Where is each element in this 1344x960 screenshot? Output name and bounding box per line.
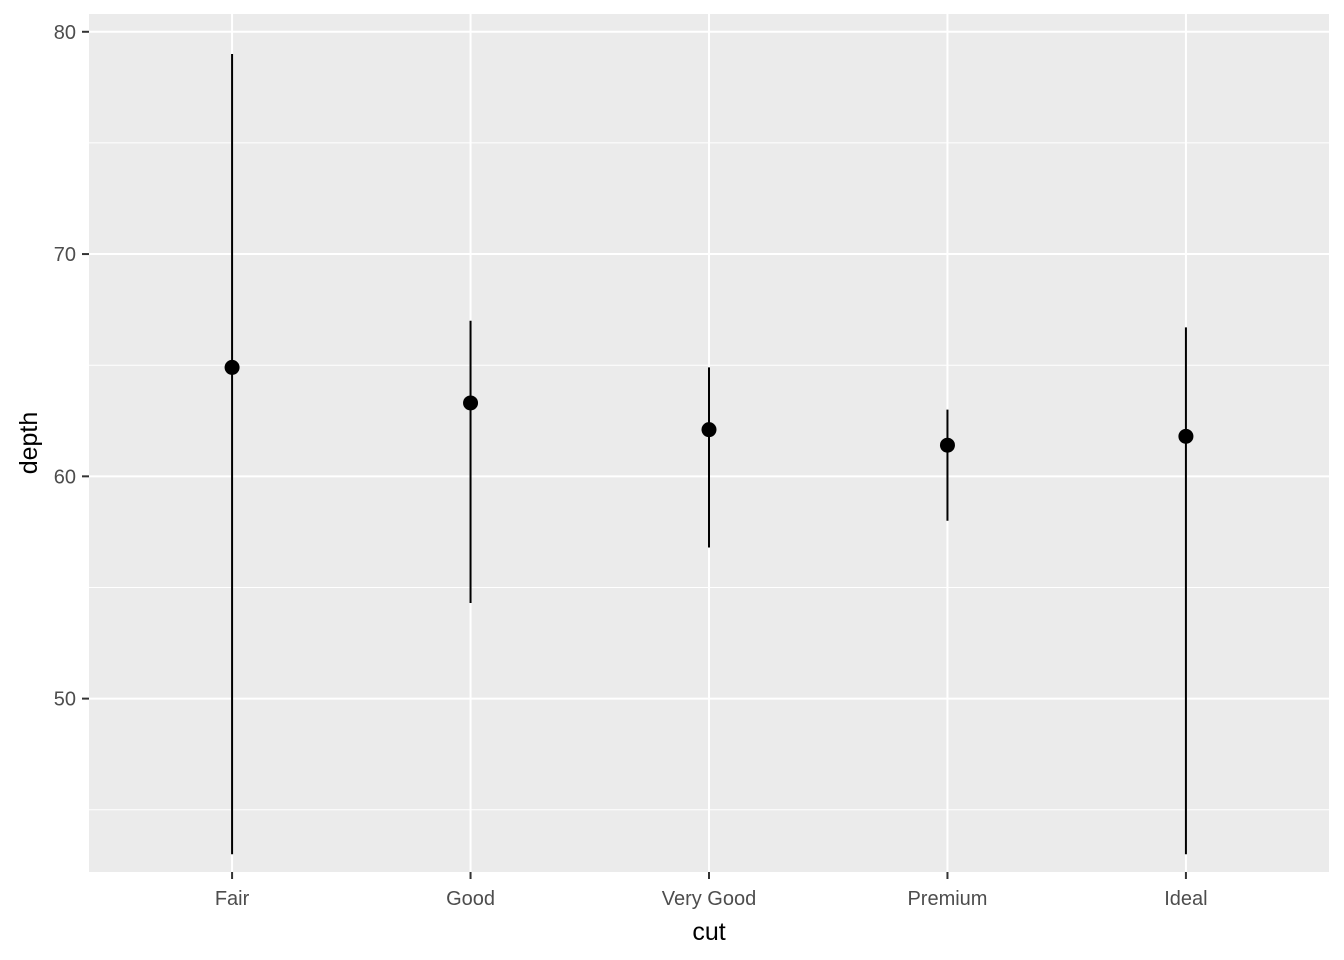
x-tick-label: Ideal xyxy=(1164,888,1207,910)
data-point xyxy=(1178,428,1194,444)
x-tick-label: Very Good xyxy=(662,888,757,910)
point-ranges xyxy=(224,54,1194,855)
data-point xyxy=(701,422,717,438)
y-axis-title: depth xyxy=(15,412,43,475)
data-point xyxy=(463,395,479,411)
axes: 50 60 70 80 Fair Good Very Good Premium Ideal xyxy=(54,22,1208,910)
data-point xyxy=(224,359,240,375)
y-tick-label: 80 xyxy=(54,22,76,44)
y-tick-label: 50 xyxy=(54,689,76,711)
data-point xyxy=(939,437,955,453)
x-tick-label: Fair xyxy=(215,888,250,910)
y-tick-label: 70 xyxy=(54,244,76,266)
x-tick-label: Good xyxy=(446,888,495,910)
y-tick-label: 60 xyxy=(54,466,76,488)
x-tick-label: Premium xyxy=(907,888,987,910)
x-axis-title: cut xyxy=(692,918,725,946)
